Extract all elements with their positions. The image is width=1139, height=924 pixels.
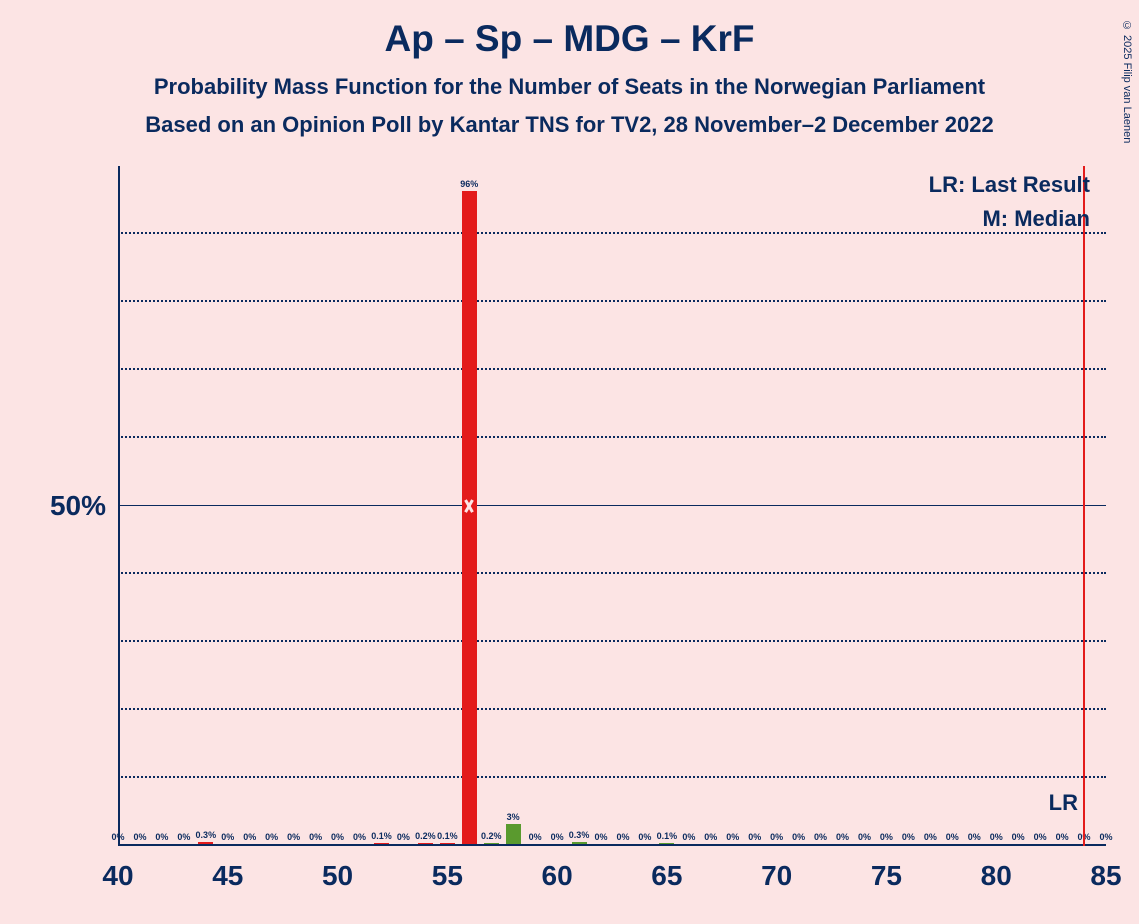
x-tick-label: 75: [871, 860, 902, 892]
bar-value-label: 0.1%: [657, 831, 678, 841]
bar-value-label: 0%: [858, 832, 871, 842]
bar-value-label: 0%: [265, 832, 278, 842]
bar-value-label: 3%: [507, 812, 520, 822]
x-tick-label: 60: [542, 860, 573, 892]
bar: [198, 842, 213, 844]
bar-value-label: 0%: [814, 832, 827, 842]
bar-value-label: 0%: [177, 832, 190, 842]
bar-value-label: 0.3%: [569, 830, 590, 840]
gridline: [118, 300, 1106, 302]
bar-value-label: 0%: [1034, 832, 1047, 842]
legend-lr: LR: Last Result: [929, 172, 1090, 198]
gridline: [118, 640, 1106, 642]
x-tick-label: 55: [432, 860, 463, 892]
chart-plot-area: 50% 40455055606570758085 0%0%0%0%0.3%0%0…: [118, 166, 1106, 846]
bar-value-label: 0%: [836, 832, 849, 842]
bar: [659, 843, 674, 844]
chart-subtitle-1: Probability Mass Function for the Number…: [0, 60, 1139, 100]
bar: [374, 843, 389, 844]
y-axis-label: 50%: [50, 490, 106, 522]
x-tick-label: 45: [212, 860, 243, 892]
bar-value-label: 0%: [1099, 832, 1112, 842]
bar-value-label: 0%: [595, 832, 608, 842]
bar-value-label: 0%: [902, 832, 915, 842]
bar-value-label: 0%: [990, 832, 1003, 842]
bar-value-label: 0%: [397, 832, 410, 842]
gridline: [118, 572, 1106, 574]
bar-value-label: 0%: [353, 832, 366, 842]
bar-value-label: 0%: [770, 832, 783, 842]
bar-value-label: 0%: [331, 832, 344, 842]
bar-value-label: 96%: [460, 179, 478, 189]
bar-value-label: 0%: [792, 832, 805, 842]
bar-value-label: 0%: [243, 832, 256, 842]
bar: [484, 843, 499, 844]
x-tick-label: 40: [102, 860, 133, 892]
bar-value-label: 0%: [726, 832, 739, 842]
bar-value-label: 0%: [309, 832, 322, 842]
legend-m: M: Median: [982, 206, 1090, 232]
bar: [418, 843, 433, 844]
bar-value-label: 0%: [1056, 832, 1069, 842]
bar-value-label: 0%: [616, 832, 629, 842]
x-tick-label: 50: [322, 860, 353, 892]
bar-value-label: 0%: [682, 832, 695, 842]
bar-value-label: 0%: [221, 832, 234, 842]
chart-subtitle-2: Based on an Opinion Poll by Kantar TNS f…: [0, 100, 1139, 138]
bar-value-label: 0.3%: [196, 830, 217, 840]
copyright-text: © 2025 Filip van Laenen: [1121, 20, 1133, 143]
gridline: [118, 776, 1106, 778]
bar-value-label: 0%: [1012, 832, 1025, 842]
lr-short-label: LR: [1049, 790, 1078, 816]
bar-value-label: 0.1%: [371, 831, 392, 841]
gridline: [118, 436, 1106, 438]
bar-value-label: 0%: [155, 832, 168, 842]
y-axis-line: [118, 166, 120, 846]
bar-value-label: 0%: [551, 832, 564, 842]
x-tick-label: 80: [981, 860, 1012, 892]
lr-marker-line: [1083, 166, 1085, 846]
gridline: [118, 232, 1106, 234]
bar-value-label: 0%: [748, 832, 761, 842]
bar-value-label: 0%: [133, 832, 146, 842]
bar-value-label: 0%: [704, 832, 717, 842]
gridline: [118, 368, 1106, 370]
bar-value-label: 0.2%: [481, 831, 502, 841]
x-axis-line: [118, 844, 1106, 846]
bar-value-label: 0.2%: [415, 831, 436, 841]
bar-value-label: 0%: [924, 832, 937, 842]
bar: [440, 843, 455, 844]
bar: [462, 191, 477, 844]
x-tick-label: 65: [651, 860, 682, 892]
bar-value-label: 0%: [880, 832, 893, 842]
bar: [572, 842, 587, 844]
bar-value-label: 0%: [111, 832, 124, 842]
x-tick-label: 85: [1090, 860, 1121, 892]
chart-title: Ap – Sp – MDG – KrF: [0, 0, 1139, 60]
x-tick-label: 70: [761, 860, 792, 892]
bar-value-label: 0%: [287, 832, 300, 842]
bar: [506, 824, 521, 844]
gridline: [118, 708, 1106, 710]
bar-value-label: 0%: [968, 832, 981, 842]
bar-value-label: 0.1%: [437, 831, 458, 841]
bar-value-label: 0%: [529, 832, 542, 842]
median-marker: [460, 500, 478, 514]
bar-value-label: 0%: [638, 832, 651, 842]
gridline: [118, 505, 1106, 506]
bar-value-label: 0%: [946, 832, 959, 842]
